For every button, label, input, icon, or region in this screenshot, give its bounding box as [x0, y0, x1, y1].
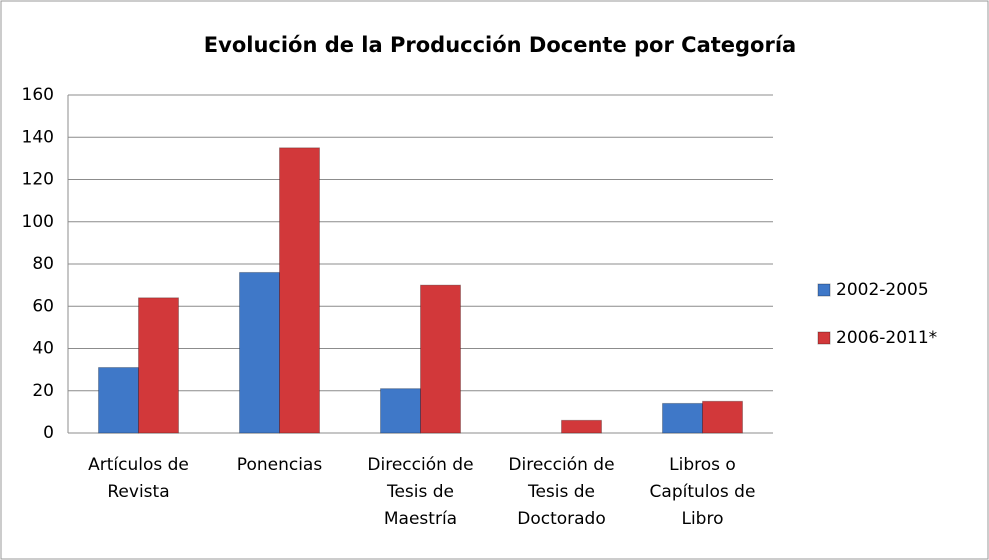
y-tick-label: 140	[22, 127, 54, 147]
bar	[380, 388, 421, 434]
y-tick-label: 120	[22, 170, 54, 190]
legend-swatch	[817, 283, 831, 297]
x-tick-label: Dirección de Tesis de Maestría	[367, 455, 474, 529]
y-tick-label: 0	[43, 423, 54, 443]
y-tick-label: 60	[32, 296, 54, 316]
y-tick-label: 40	[32, 339, 54, 359]
bar	[561, 419, 602, 434]
x-tick-label: Artículos de Revista	[88, 455, 189, 502]
y-tick-label: 160	[22, 85, 54, 105]
legend-label: 2002-2005	[836, 280, 929, 300]
bar	[702, 400, 743, 434]
x-tick-label: Ponencias	[236, 455, 323, 475]
y-tick-label: 20	[32, 381, 54, 401]
bar	[420, 284, 461, 434]
bar	[239, 271, 280, 434]
y-tick-label: 80	[32, 254, 54, 274]
x-tick-label: Libros o Capítulos de Libro	[649, 455, 756, 529]
bar	[279, 147, 320, 434]
bar	[662, 402, 703, 434]
chart-title: Evolución de la Producción Docente por C…	[204, 33, 796, 57]
legend-swatch	[817, 331, 831, 345]
bar	[98, 367, 139, 434]
y-tick-label: 100	[22, 212, 54, 232]
legend-label: 2006-2011*	[836, 328, 937, 348]
bar	[138, 297, 179, 434]
x-tick-label: Dirección de Tesis de Doctorado	[508, 455, 615, 529]
